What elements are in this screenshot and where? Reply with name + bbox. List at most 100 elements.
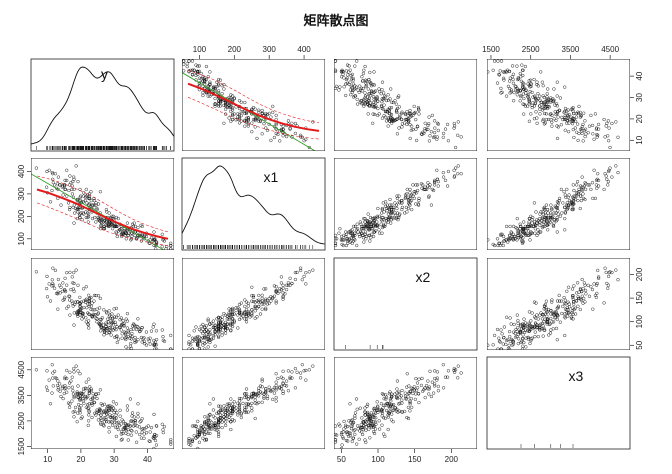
scatter-point <box>223 102 228 107</box>
scatter-point <box>353 231 357 235</box>
scatter-point <box>97 411 101 416</box>
scatter-point <box>236 313 240 317</box>
scatter-point <box>381 201 385 205</box>
scatter-point <box>443 375 448 379</box>
scatter-point <box>520 347 525 350</box>
scatter-point <box>271 110 275 115</box>
scatter-point <box>186 0 189 1</box>
scatter-point <box>377 112 381 116</box>
scatter-point <box>393 201 397 205</box>
scatter-point <box>44 385 49 389</box>
scatter-point <box>124 317 128 321</box>
scatter-point <box>523 232 528 236</box>
scatter-point <box>380 80 385 84</box>
scatter-point <box>187 59 191 63</box>
scatter-point <box>386 205 390 210</box>
scatter-point <box>278 385 282 389</box>
scatter-point <box>65 168 69 172</box>
scatter-point <box>432 384 437 388</box>
scatter-point <box>393 406 397 410</box>
scatter-point <box>290 376 294 380</box>
scatter-point <box>556 201 561 205</box>
scatter-point <box>389 402 394 407</box>
panel-frame <box>334 158 477 250</box>
scatter-point <box>586 130 590 135</box>
scatter-point <box>192 434 196 438</box>
scatter-point <box>244 307 249 312</box>
scatter-point <box>253 395 257 399</box>
scatter-point <box>56 388 60 392</box>
spread-upper-line <box>187 69 320 123</box>
scatter-point <box>201 431 205 435</box>
scatter-point <box>435 378 439 382</box>
scatter-point <box>72 370 76 374</box>
scatter-point <box>274 288 278 293</box>
scatter-point <box>264 287 268 291</box>
scatter-point <box>528 341 532 346</box>
scatter-point <box>269 295 273 299</box>
scatter-point <box>430 380 435 384</box>
scatter-point <box>334 424 338 428</box>
scatter-point <box>153 438 158 443</box>
scatter-point <box>84 405 88 409</box>
scatter-point <box>570 119 574 123</box>
scatter-point <box>390 210 394 214</box>
scatter-point <box>533 321 538 325</box>
scatter-point <box>99 223 103 227</box>
scatter-point <box>0 248 1 251</box>
scatter-point <box>75 392 79 396</box>
scatter-point <box>208 80 212 84</box>
scatter-point <box>236 305 240 310</box>
scatter-point <box>573 312 578 316</box>
scatter-point <box>428 369 432 373</box>
scatter-point <box>132 415 136 419</box>
scatter-point <box>56 307 60 311</box>
scatter-point <box>281 391 285 396</box>
scatter-point <box>260 302 264 306</box>
scatter-point <box>218 316 223 320</box>
scatter-point <box>76 312 80 317</box>
scatter-point <box>215 327 219 332</box>
scatter-point <box>518 89 522 93</box>
scatter-point <box>243 408 247 412</box>
scatter-point <box>389 395 394 400</box>
scatter-point <box>567 305 572 309</box>
scatter-point <box>237 309 242 313</box>
scatter-point <box>459 135 463 139</box>
scatter-point <box>399 394 404 398</box>
tick-label-left-x1: 300 <box>17 187 26 201</box>
scatter-point <box>573 119 578 123</box>
scatter-point <box>74 268 78 272</box>
tick-label-bottom-x2: 50 <box>337 455 346 464</box>
scatter-point <box>542 220 546 224</box>
scatter-point <box>87 312 91 316</box>
scatter-point <box>199 71 203 76</box>
scatter-point <box>548 220 553 224</box>
scatter-point <box>78 407 82 411</box>
scatter-point <box>346 73 350 77</box>
scatter-point <box>0 0 1 1</box>
scatter-point <box>129 419 133 424</box>
scatter-point <box>302 369 306 373</box>
scatter-point <box>63 295 67 299</box>
scatter-point <box>414 138 419 143</box>
scatter-point <box>544 310 549 314</box>
scatter-point <box>133 423 137 427</box>
scatter-point <box>99 421 103 425</box>
scatter-point <box>541 212 545 216</box>
scatter-point <box>509 90 513 94</box>
scatter-point <box>239 412 243 416</box>
scatter-point <box>587 124 592 128</box>
scatter-point <box>211 87 216 91</box>
scatter-point <box>445 375 450 379</box>
scatter-point <box>236 413 240 417</box>
scatter-point <box>162 339 167 343</box>
scatter-point <box>225 408 229 412</box>
scatter-point <box>83 300 88 304</box>
scatter-point <box>199 77 203 81</box>
scatter-point <box>87 413 91 417</box>
scatter-point <box>372 415 376 420</box>
scatter-point <box>371 429 376 434</box>
scatter-point <box>213 344 217 348</box>
scatter-point <box>230 405 235 409</box>
